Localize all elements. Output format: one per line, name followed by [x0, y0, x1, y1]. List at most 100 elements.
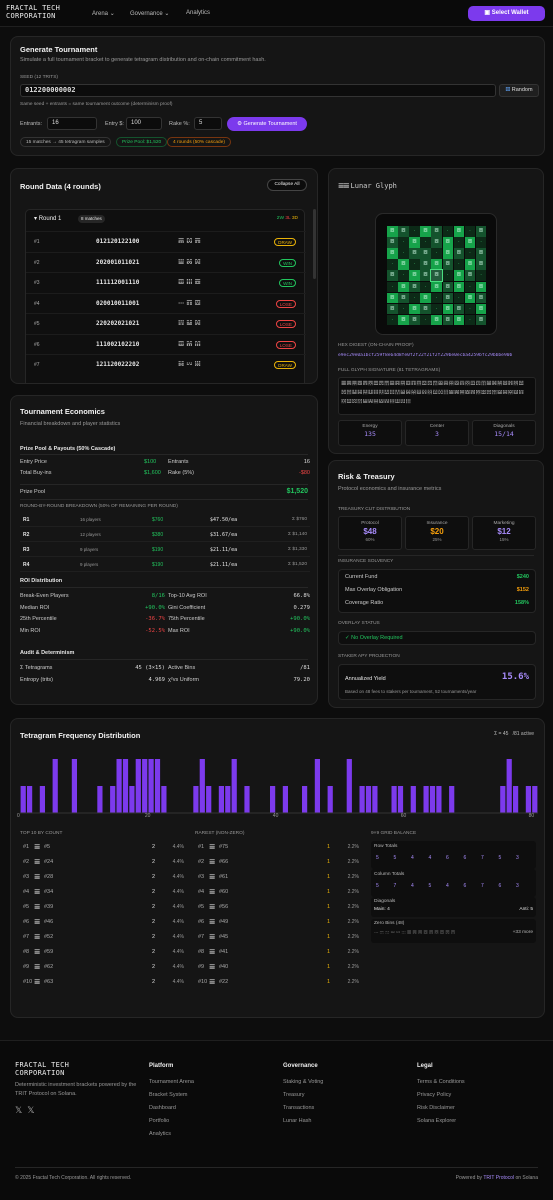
scrollbar[interactable]	[313, 209, 316, 279]
frequency-bar[interactable]	[410, 786, 416, 813]
frequency-bar[interactable]	[365, 786, 372, 813]
seed-input[interactable]: 012200000002	[20, 84, 496, 97]
frequency-bar[interactable]	[449, 786, 455, 813]
list-item[interactable]: #4 𝌆 #34 2 4.4%	[20, 886, 184, 899]
frequency-bar[interactable]	[218, 786, 224, 813]
frequency-bar[interactable]	[110, 786, 116, 813]
match-row[interactable]: #2 202001011021 𝍎 𝌨 𝌴 WIN	[26, 251, 306, 272]
list-item[interactable]: #10 𝌆 #63 2 4.4%	[20, 976, 184, 989]
frequency-bar[interactable]	[244, 786, 250, 813]
footer-link[interactable]: Tournament Arena	[149, 1079, 194, 1085]
list-item[interactable]: #9 𝌆 #40 1 2.2%	[195, 961, 359, 974]
list-item[interactable]: #1 𝌆 #5 2 4.4%	[20, 841, 184, 854]
footer-logo[interactable]: FRACTAL TECH CORPORATION	[15, 1061, 69, 1077]
frequency-bar[interactable]	[161, 786, 167, 813]
footer-link[interactable]: Staking & Voting	[283, 1079, 324, 1085]
powered-link[interactable]: TRIT Protocol	[483, 1175, 515, 1181]
frequency-bar[interactable]	[199, 759, 205, 813]
frequency-bar[interactable]	[506, 759, 512, 813]
frequency-bar[interactable]	[372, 786, 378, 813]
footer-link[interactable]: Analytics	[149, 1131, 172, 1137]
frequency-bar[interactable]	[97, 786, 103, 813]
frequency-bar[interactable]	[231, 759, 237, 813]
frequency-bar[interactable]	[20, 786, 26, 813]
frequency-bar[interactable]	[270, 786, 276, 813]
frequency-bar[interactable]	[391, 786, 397, 813]
footer-link[interactable]: Dashboard	[149, 1105, 176, 1111]
frequency-bar[interactable]	[129, 786, 135, 813]
frequency-bar[interactable]	[193, 786, 199, 813]
list-item[interactable]: #8 𝌆 #59 2 4.4%	[20, 946, 184, 959]
nav-analytics[interactable]: Analytics	[186, 10, 211, 16]
list-item[interactable]: #3 𝌆 #61 1 2.2%	[195, 871, 359, 884]
match-row[interactable]: #1 012120122100 𝌎 𝌺 𝌊 DRAW	[26, 231, 306, 251]
footer-link[interactable]: Lunar Hash	[283, 1118, 312, 1124]
list-item[interactable]: #10 𝌆 #22 1 2.2%	[195, 976, 359, 989]
frequency-bar[interactable]	[429, 786, 436, 813]
frequency-bar[interactable]	[302, 786, 308, 813]
match-row[interactable]: #4 020010011001 𝌀 𝌓 𝌛 LOSE	[26, 292, 306, 313]
frequency-bar[interactable]	[397, 786, 404, 813]
frequency-bar[interactable]	[359, 786, 365, 813]
frequency-bar[interactable]	[116, 759, 122, 813]
footer-link[interactable]: Risk Disclaimer	[417, 1105, 455, 1111]
round-1-header[interactable]: ▾ Round 1	[34, 215, 61, 222]
list-item[interactable]: #3 𝌆 #28 2 4.4%	[20, 871, 184, 884]
frequency-bar[interactable]	[225, 786, 231, 813]
random-button[interactable]: ⚄ Random	[499, 84, 539, 97]
list-item[interactable]: #2 𝌆 #24 2 4.4%	[20, 856, 184, 869]
frequency-bar[interactable]	[122, 759, 129, 813]
frequency-bar[interactable]	[71, 759, 77, 813]
frequency-bar[interactable]	[39, 786, 45, 813]
list-item[interactable]: #8 𝌆 #41 1 2.2%	[195, 946, 359, 959]
match-row[interactable]: #5 220202021021 𝍒 𝌪 𝌴 LOSE	[26, 313, 306, 333]
list-item[interactable]: #7 𝌆 #52 2 4.4%	[20, 931, 184, 944]
frequency-bar[interactable]	[27, 786, 33, 813]
list-item[interactable]: #6 𝌆 #49 1 2.2%	[195, 916, 359, 929]
footer-link[interactable]: Bracket System	[149, 1092, 188, 1098]
list-item[interactable]: #1 𝌆 #75 1 2.2%	[195, 841, 359, 854]
match-row[interactable]: #3 111112001110 𝌞 𝍖 𝌉 WIN	[26, 272, 306, 292]
frequency-bar[interactable]	[327, 786, 333, 813]
logo[interactable]: FRACTAL TECH CORPORATION	[6, 4, 60, 20]
collapse-all-button[interactable]: Collapse All	[267, 179, 307, 191]
frequency-bar[interactable]	[500, 786, 506, 813]
footer-link[interactable]: Solana Explorer	[417, 1118, 457, 1124]
entrants-input[interactable]: 16	[47, 117, 97, 130]
frequency-bar[interactable]	[142, 759, 148, 813]
frequency-bar[interactable]	[206, 786, 212, 813]
list-item[interactable]: #5 𝌆 #56 1 2.2%	[195, 901, 359, 914]
list-item[interactable]: #9 𝌆 #62 2 4.4%	[20, 961, 184, 974]
frequency-bar[interactable]	[314, 759, 320, 813]
frequency-bar[interactable]	[532, 786, 538, 813]
list-item[interactable]: #5 𝌆 #39 2 4.4%	[20, 901, 184, 914]
list-item[interactable]: #6 𝌆 #46 2 4.4%	[20, 916, 184, 929]
frequency-bar[interactable]	[282, 786, 288, 813]
frequency-bar[interactable]	[423, 786, 429, 813]
select-wallet-button[interactable]: ▣ Select Wallet	[468, 6, 545, 21]
nav-arena[interactable]: Arena ⌄	[92, 10, 115, 17]
frequency-bar[interactable]	[148, 759, 154, 813]
frequency-bar[interactable]	[154, 759, 161, 813]
match-row[interactable]: #6 111002102210 𝌞 𝌩 𝌻 LOSE	[26, 333, 306, 354]
frequency-bar[interactable]	[513, 786, 519, 813]
frequency-bar[interactable]	[436, 786, 442, 813]
footer-link[interactable]: Transactions	[283, 1105, 315, 1111]
footer-link[interactable]: Terms & Conditions	[417, 1079, 465, 1085]
list-item[interactable]: #2 𝌆 #66 1 2.2%	[195, 856, 359, 869]
entry-input[interactable]: 100	[126, 117, 162, 130]
footer-link[interactable]: Portfolio	[149, 1118, 170, 1124]
x-twitter-icon[interactable]: 𝕏	[15, 1105, 23, 1115]
generate-tournament-button[interactable]: ⚙ Generate Tournament	[227, 117, 307, 131]
frequency-bar[interactable]	[525, 786, 531, 813]
rake-input[interactable]: 5	[194, 117, 222, 130]
footer-link[interactable]: Treasury	[283, 1092, 305, 1098]
frequency-bar[interactable]	[346, 759, 352, 813]
list-item[interactable]: #7 𝌆 #45 1 2.2%	[195, 931, 359, 944]
list-item[interactable]: #4 𝌆 #60 1 2.2%	[195, 886, 359, 899]
frequency-bar[interactable]	[135, 759, 141, 813]
match-row[interactable]: #7 121120022202 𝌫 𝌄 𝍐 DRAW	[26, 354, 306, 374]
x-twitter-icon[interactable]: 𝕏	[27, 1105, 35, 1115]
footer-link[interactable]: Privacy Policy	[417, 1092, 452, 1098]
nav-governance[interactable]: Governance ⌄	[130, 10, 169, 17]
